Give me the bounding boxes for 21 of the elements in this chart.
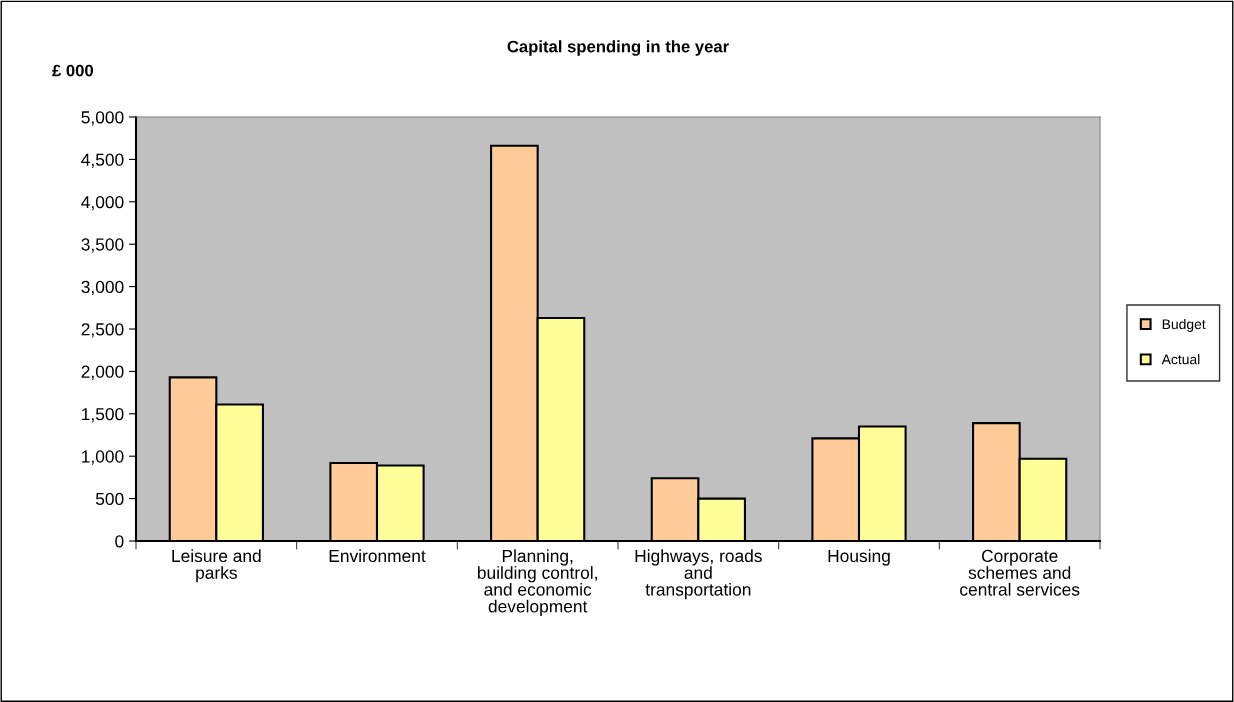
y-tick-label: 4,000 bbox=[81, 195, 124, 211]
y-tick-label: 3,000 bbox=[81, 280, 124, 296]
y-tick-label: 2,500 bbox=[81, 323, 124, 338]
x-tick-label: Corporate schemes and central services bbox=[960, 549, 1080, 596]
x-tick-label: Environment bbox=[329, 549, 426, 563]
y-tick-label: 2,000 bbox=[81, 365, 124, 380]
x-tick-label: Housing bbox=[828, 549, 890, 566]
x-tick-label: Planning, building control, and economic development bbox=[477, 549, 597, 616]
legend-label: Actual bbox=[1161, 354, 1200, 365]
y-tick-label: 5,000 bbox=[81, 111, 124, 126]
y-tick-label: 3,500 bbox=[81, 238, 124, 253]
y-axis-title: £ 000 bbox=[52, 64, 94, 77]
x-tick-label: Highways, roads and transportation bbox=[635, 549, 762, 600]
legend-label: Budget bbox=[1162, 318, 1206, 332]
y-tick-label: 1,500 bbox=[82, 407, 124, 423]
chart-title: Capital spending in the year bbox=[507, 40, 729, 56]
y-tick-label: 0 bbox=[115, 535, 124, 548]
y-tick-label: 4,500 bbox=[81, 153, 124, 168]
x-tick-label: Leisure and parks bbox=[172, 549, 261, 583]
y-tick-label: 1,000 bbox=[82, 450, 124, 465]
y-tick-label: 500 bbox=[95, 492, 124, 506]
